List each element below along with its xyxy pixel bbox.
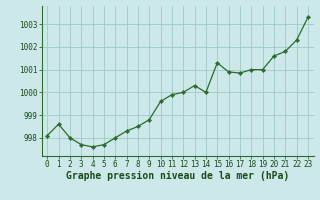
X-axis label: Graphe pression niveau de la mer (hPa): Graphe pression niveau de la mer (hPa) [66,171,289,181]
